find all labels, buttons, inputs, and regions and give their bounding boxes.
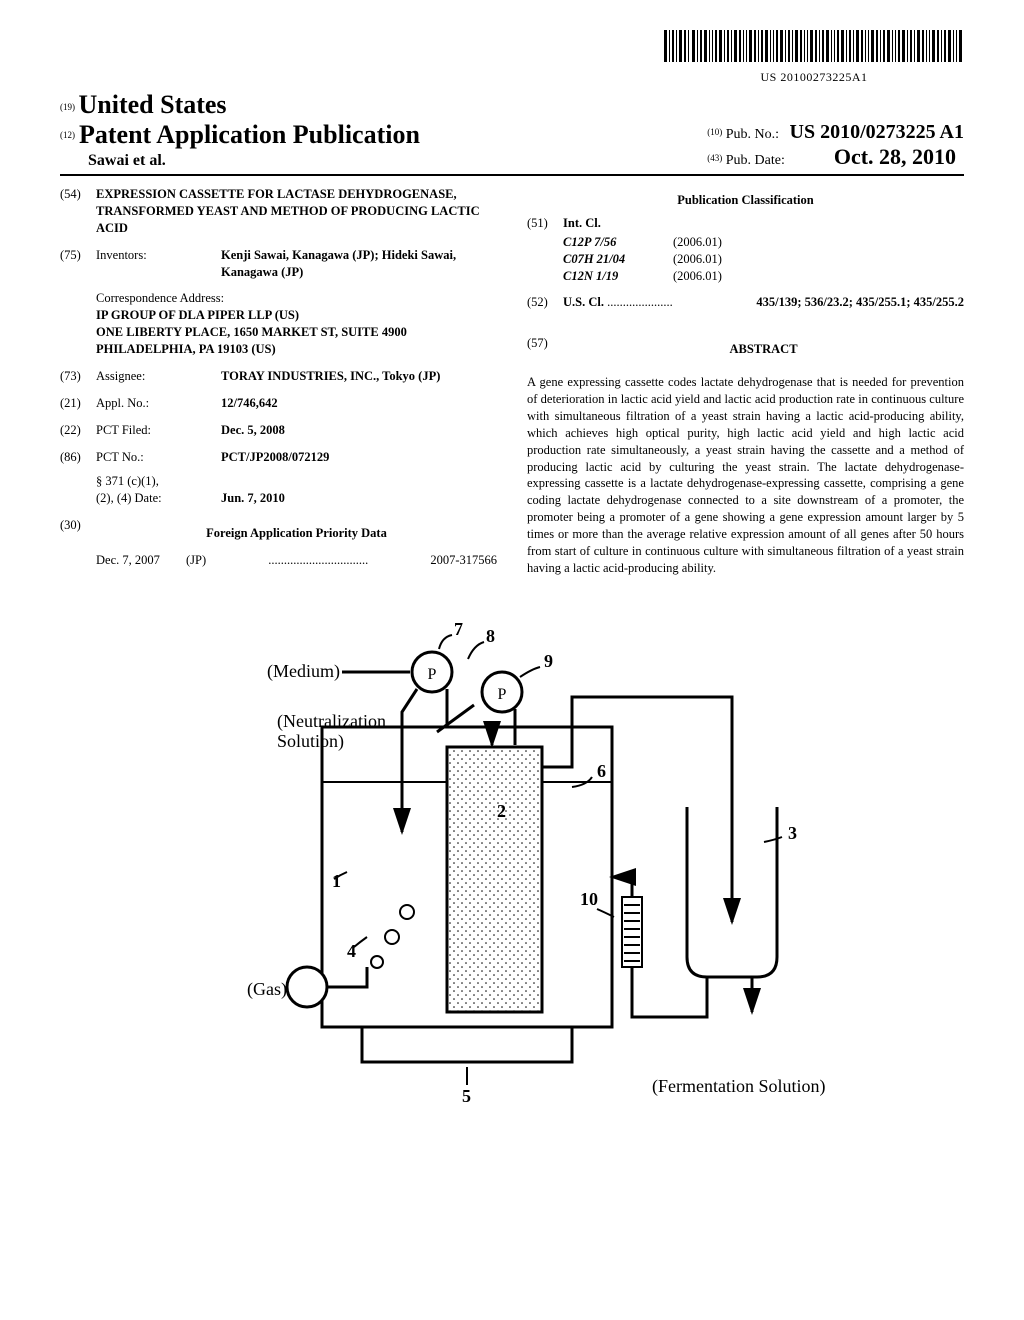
authors: Sawai et al. [88,152,420,170]
intcl-1-code: C07H 21/04 [563,251,673,268]
intcl-2-code: C12N 1/19 [563,268,673,285]
fig-label-10: 10 [580,889,598,909]
code-75: (75) [60,247,96,281]
publication-title: Patent Application Publication [79,120,420,149]
pub-classification-title: Publication Classification [527,192,964,209]
fig-label-2: 2 [497,801,506,821]
correspondence-line2: ONE LIBERTY PLACE, 1650 MARKET ST, SUITE… [96,325,407,339]
s371-date: Jun. 7, 2010 [221,491,285,505]
appl-no: 12/746,642 [221,396,278,410]
priority-data-title: Foreign Application Priority Data [96,525,497,542]
pct-filed-label: PCT Filed: [96,422,221,439]
code-52: (52) [527,294,563,311]
fig-label-5: 5 [462,1086,471,1106]
fig-neutralization-label2: Solution) [277,731,344,752]
assignee: TORAY INDUSTRIES, INC., Tokyo (JP) [221,369,440,383]
uscl-label: U.S. Cl. [563,295,604,309]
fig-label-7: 7 [454,619,463,639]
code-10: (10) [707,127,722,137]
code-21: (21) [60,395,96,412]
abstract-label: ABSTRACT [563,341,964,358]
intcl-2-year: (2006.01) [673,268,722,285]
code-43: (43) [707,153,722,163]
code-22: (22) [60,422,96,439]
intcl-1-year: (2006.01) [673,251,722,268]
code-57: (57) [527,335,563,364]
fig-label-9: 9 [544,651,553,671]
pub-date: Oct. 28, 2010 [834,144,956,169]
fig-fermentation-label: (Fermentation Solution) [652,1076,825,1097]
inventors-label: Inventors: [96,247,221,281]
fig-label-4: 4 [347,941,356,961]
intcl-0-code: C12P 7/56 [563,234,673,251]
pub-no: US 2010/0273225 A1 [790,121,964,143]
pct-filed: Dec. 5, 2008 [221,423,285,437]
figure: P P (Medium) (Neutralization Solution) (… [60,617,964,1117]
fig-gas-label: (Gas) [247,979,287,1000]
code-19: (19) [60,102,75,112]
fig-medium-label: (Medium) [267,661,340,682]
barcode: US 20100273225A1 [664,30,964,85]
pct-no: PCT/JP2008/072129 [221,450,329,464]
fig-label-1: 1 [332,871,341,891]
correspondence-label: Correspondence Address: [96,290,497,307]
code-73: (73) [60,368,96,385]
fig-label-3: 3 [788,823,797,843]
intcl-label: Int. Cl. [563,216,601,230]
fig-neutralization-label1: (Neutralization [277,711,386,732]
correspondence-line1: IP GROUP OF DLA PIPER LLP (US) [96,308,299,322]
invention-title: EXPRESSION CASSETTE FOR LACTASE DEHYDROG… [96,186,497,237]
priority-date: Dec. 7, 2007 [96,552,186,569]
country: United States [79,90,227,119]
code-30: (30) [60,517,96,542]
pub-date-label: Pub. Date: [726,153,785,168]
code-86: (86) [60,449,96,466]
intcl-0-year: (2006.01) [673,234,722,251]
priority-no: 2007-317566 [430,552,497,569]
code-12: (12) [60,130,75,140]
right-column: Publication Classification (51) Int. Cl.… [527,186,964,577]
appl-no-label: Appl. No.: [96,395,221,412]
left-column: (54) EXPRESSION CASSETTE FOR LACTASE DEH… [60,186,497,577]
barcode-region: US 20100273225A1 [60,30,964,86]
fig-label-8: 8 [486,626,495,646]
pct-no-label: PCT No.: [96,449,221,466]
correspondence-line3: PHILADELPHIA, PA 19103 (US) [96,342,276,356]
barcode-text: US 20100273225A1 [664,70,964,85]
svg-text:P: P [498,686,507,703]
svg-text:P: P [428,666,437,683]
s371-line1: § 371 (c)(1), [96,474,159,488]
assignee-label: Assignee: [96,368,221,385]
priority-dots: ................................ [206,552,430,569]
uscl-values: 435/139; 536/23.2; 435/255.1; 435/255.2 [756,294,964,311]
uscl-dots: ..................... [607,295,673,309]
pub-no-label: Pub. No.: [726,127,779,142]
code-51: (51) [527,215,563,232]
inventors: Kenji Sawai, Kanagawa (JP); Hideki Sawai… [221,248,456,279]
priority-country: (JP) [186,552,206,569]
s371-line2: (2), (4) Date: [96,491,162,505]
code-54: (54) [60,186,96,237]
header: (19) United States (12) Patent Applicati… [60,90,964,176]
fig-label-6: 6 [597,761,606,781]
abstract-text: A gene expressing cassette codes lactate… [527,374,964,577]
